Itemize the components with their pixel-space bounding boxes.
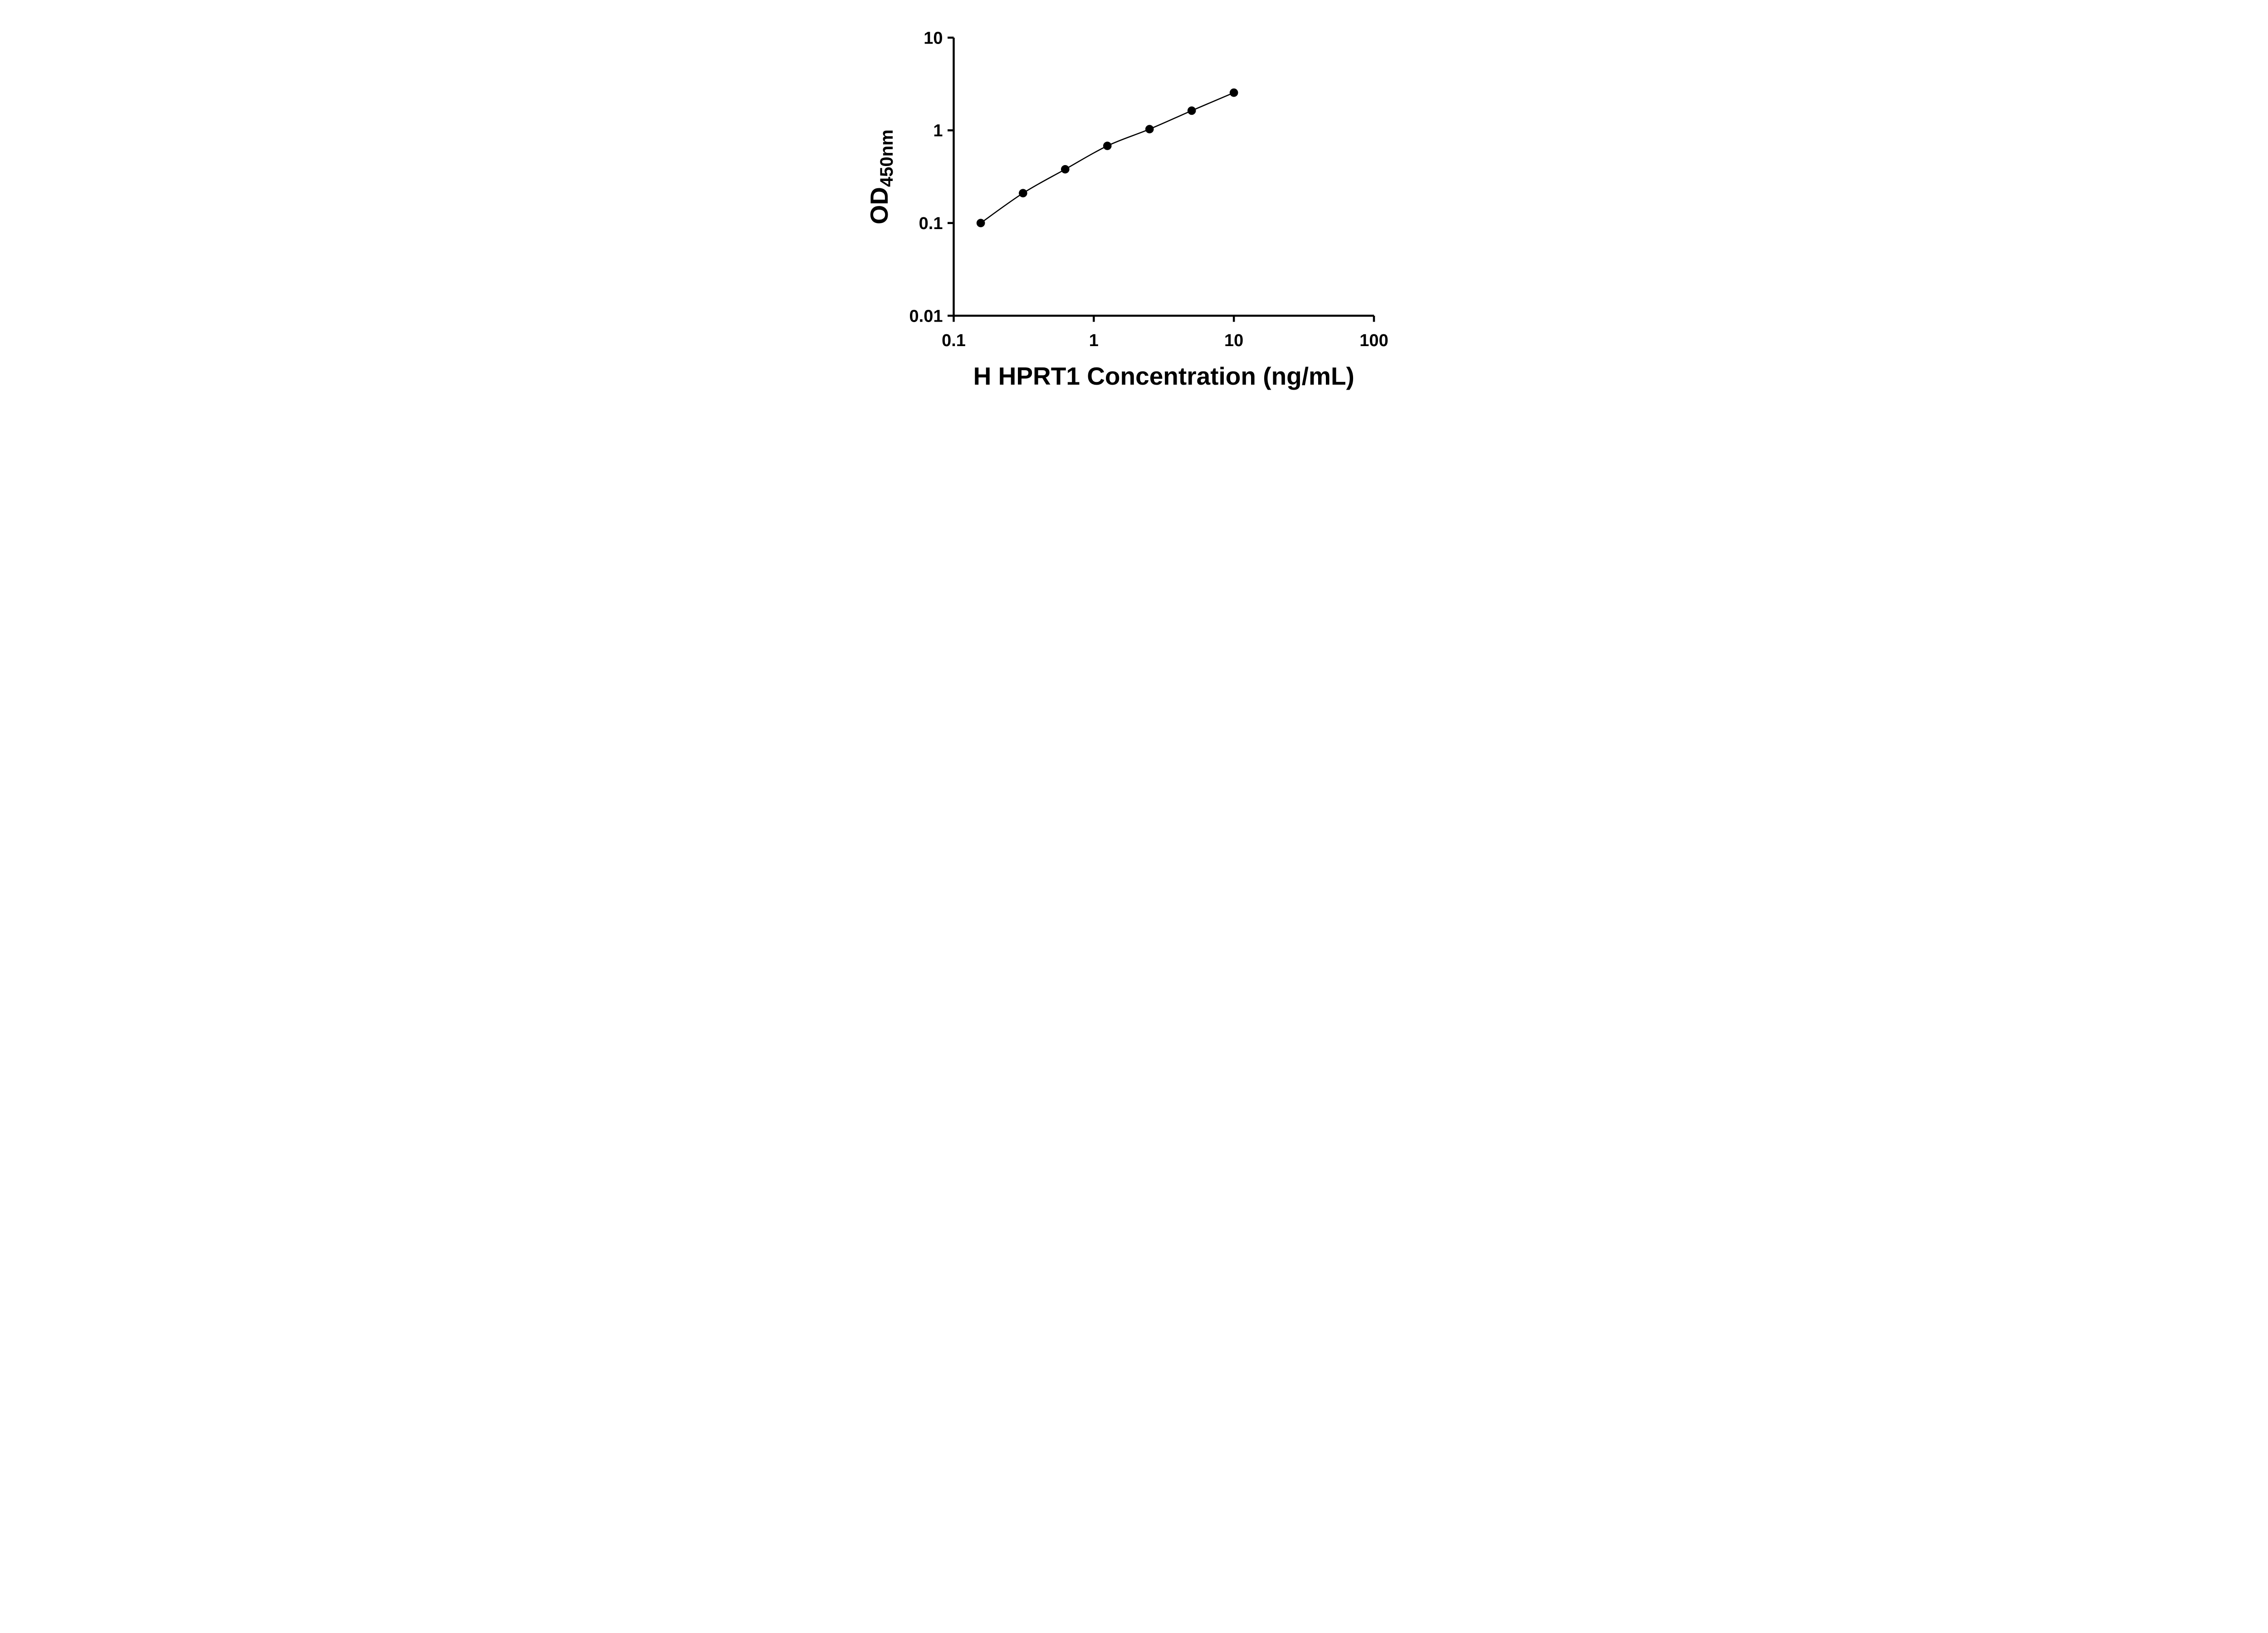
series-layer <box>976 88 1238 227</box>
axes-layer <box>953 38 1374 317</box>
data-point <box>1187 106 1196 115</box>
y-tick-label: 1 <box>933 122 943 141</box>
data-point <box>1145 125 1154 134</box>
ticks-layer: 0.1 1 10 100 0.01 0.1 1 10 <box>909 29 1388 350</box>
y-tick-label: 0.01 <box>909 307 943 326</box>
data-point <box>1103 142 1112 150</box>
x-tick-label: 1 <box>1089 331 1099 350</box>
y-axis-title-sub: 450nm <box>877 129 897 187</box>
y-axis-title: OD450nm <box>865 129 897 224</box>
x-tick-label: 100 <box>1359 331 1388 350</box>
y-tick-label: 10 <box>924 29 943 48</box>
axis-lines <box>953 38 1374 317</box>
x-tick-label: 10 <box>1224 331 1243 350</box>
x-tick-label: 0.1 <box>942 331 966 350</box>
chart-canvas: 0.1 1 10 100 0.01 0.1 1 10 H HPRT1 Concentratio… <box>865 29 1388 390</box>
fit-curve <box>980 92 1234 224</box>
y-tick-label: 0.1 <box>919 214 943 233</box>
y-axis-title-main: OD <box>865 187 893 225</box>
data-point <box>1061 165 1070 174</box>
data-point <box>976 219 985 227</box>
data-point <box>1019 189 1027 198</box>
x-axis-title: H HPRT1 Concentration (ng/mL) <box>973 362 1354 390</box>
standard-curve-figure: 0.1 1 10 100 0.01 0.1 1 10 H HPRT1 Concentratio… <box>842 0 1426 408</box>
data-point <box>1229 88 1238 97</box>
